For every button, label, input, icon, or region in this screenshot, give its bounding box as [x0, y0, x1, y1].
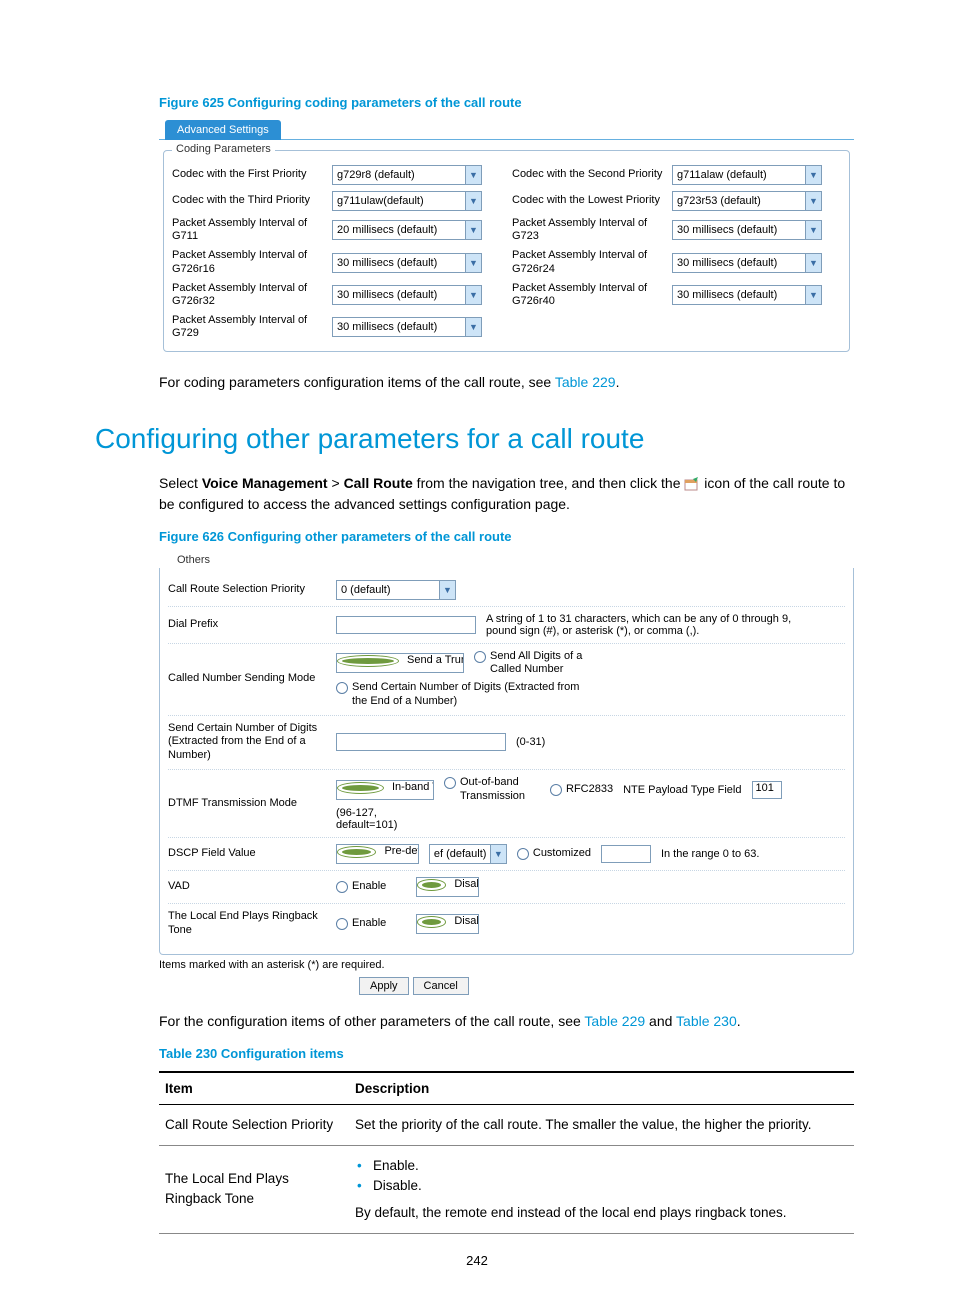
- digits-label: Send Certain Number of Digits (Extracted…: [168, 722, 336, 763]
- priority-label: Call Route Selection Priority: [168, 583, 336, 597]
- chevron-down-icon: ▼: [805, 286, 821, 304]
- body-text-1: For coding parameters configuration item…: [159, 372, 859, 393]
- coding-label: Packet Assembly Interval of G726r24: [512, 249, 672, 275]
- chevron-down-icon: ▼: [465, 192, 481, 210]
- apply-button[interactable]: Apply: [359, 977, 409, 995]
- chevron-down-icon: ▼: [805, 192, 821, 210]
- body-text-3: For the configuration items of other par…: [159, 1011, 859, 1032]
- dialprefix-input[interactable]: [336, 616, 476, 634]
- dtmf-rfc2833-radio[interactable]: RFC2833: [550, 783, 613, 797]
- others-legend: Others: [177, 554, 854, 566]
- chevron-down-icon: ▼: [490, 845, 506, 863]
- digits-hint: (0-31): [516, 736, 545, 748]
- sendmode-truncated-radio[interactable]: Send a Truncated Called Number: [336, 653, 464, 673]
- dtmf-nte-label: NTE Payload Type Field: [623, 784, 741, 796]
- table-230-r1c1: Call Route Selection Priority: [159, 1104, 349, 1145]
- dscp-label: DSCP Field Value: [168, 847, 336, 861]
- coding-select[interactable]: 30 millisecs (default)▼: [672, 285, 822, 305]
- dtmf-nte-hint: (96-127, default=101): [336, 807, 406, 831]
- dtmf-inband-radio[interactable]: In-band Transmission: [336, 780, 434, 800]
- table-230-h1: Item: [159, 1072, 349, 1105]
- chevron-down-icon: ▼: [805, 221, 821, 239]
- digits-input[interactable]: [336, 733, 506, 751]
- coding-select[interactable]: 30 millisecs (default)▼: [672, 253, 822, 273]
- sendmode-certain-radio[interactable]: Send Certain Number of Digits (Extracted…: [336, 681, 582, 709]
- vad-label: VAD: [168, 880, 336, 894]
- sendmode-all-radio[interactable]: Send All Digits of a Called Number: [474, 650, 600, 678]
- coding-parameters-fieldset: Coding Parameters Codec with the First P…: [163, 150, 850, 352]
- table-230-h2: Description: [349, 1072, 854, 1105]
- coding-select[interactable]: g723r53 (default)▼: [672, 191, 822, 211]
- sendmode-label: Called Number Sending Mode: [168, 672, 336, 686]
- advanced-settings-tab[interactable]: Advanced Settings: [165, 120, 281, 140]
- priority-select[interactable]: 0 (default)▼: [336, 580, 456, 600]
- coding-label: Packet Assembly Interval of G711: [172, 217, 332, 243]
- table-229-link-1[interactable]: Table 229: [555, 374, 616, 390]
- page-number: 242: [0, 1253, 954, 1268]
- edit-icon: [684, 477, 700, 491]
- table-230-r2c1: The Local End Plays Ringback Tone: [159, 1146, 349, 1234]
- ringback-disable-radio[interactable]: Disable: [416, 914, 479, 934]
- dscp-select[interactable]: ef (default)▼: [429, 844, 507, 864]
- coding-select[interactable]: g711ulaw(default)▼: [332, 191, 482, 211]
- table-230-r2c2: Enable. Disable. By default, the remote …: [349, 1146, 854, 1234]
- coding-label: Packet Assembly Interval of G729: [172, 314, 332, 340]
- chevron-down-icon: ▼: [805, 166, 821, 184]
- coding-select[interactable]: g729r8 (default)▼: [332, 165, 482, 185]
- coding-parameters-legend: Coding Parameters: [172, 143, 275, 155]
- coding-label: Codec with the Third Priority: [172, 194, 332, 207]
- cancel-button[interactable]: Cancel: [413, 977, 469, 995]
- table-230: Item Description Call Route Selection Pr…: [159, 1071, 854, 1234]
- dscp-hint: In the range 0 to 63.: [661, 848, 759, 860]
- coding-label: Codec with the First Priority: [172, 168, 332, 181]
- coding-select[interactable]: g711alaw (default)▼: [672, 165, 822, 185]
- dtmf-outofband-radio[interactable]: Out-of-band Transmission: [444, 776, 540, 804]
- dscp-custom-input[interactable]: [601, 845, 651, 863]
- coding-label: Codec with the Lowest Priority: [512, 194, 672, 207]
- table-229-link-2[interactable]: Table 229: [584, 1013, 645, 1029]
- table-230-title: Table 230 Configuration items: [159, 1046, 859, 1061]
- chevron-down-icon: ▼: [465, 254, 481, 272]
- table-230-r1c2: Set the priority of the call route. The …: [349, 1104, 854, 1145]
- coding-select[interactable]: 30 millisecs (default)▼: [672, 220, 822, 240]
- ringback-enable-radio[interactable]: Enable: [336, 917, 406, 931]
- coding-label: Packet Assembly Interval of G726r32: [172, 282, 332, 308]
- chevron-down-icon: ▼: [439, 581, 455, 599]
- dscp-predefined-radio[interactable]: Pre-defined: [336, 844, 419, 864]
- dialprefix-hint: A string of 1 to 31 characters, which ca…: [486, 613, 816, 637]
- dtmf-nte-input[interactable]: 101: [752, 781, 782, 799]
- coding-label: Codec with the Second Priority: [512, 168, 672, 181]
- coding-label: Packet Assembly Interval of G723: [512, 217, 672, 243]
- chevron-down-icon: ▼: [465, 286, 481, 304]
- figure-625-title: Figure 625 Configuring coding parameters…: [159, 95, 859, 110]
- figure-626-panel: Others Call Route Selection Priority 0 (…: [159, 554, 854, 995]
- chevron-down-icon: ▼: [465, 221, 481, 239]
- figure-625-panel: Advanced Settings Coding Parameters Code…: [159, 120, 854, 352]
- coding-select[interactable]: 30 millisecs (default)▼: [332, 285, 482, 305]
- dscp-customized-radio[interactable]: Customized: [517, 847, 591, 861]
- coding-select[interactable]: 30 millisecs (default)▼: [332, 253, 482, 273]
- coding-select[interactable]: 20 millisecs (default)▼: [332, 220, 482, 240]
- chevron-down-icon: ▼: [465, 166, 481, 184]
- dtmf-label: DTMF Transmission Mode: [168, 797, 336, 811]
- figure-626-title: Figure 626 Configuring other parameters …: [159, 529, 859, 544]
- chevron-down-icon: ▼: [805, 254, 821, 272]
- ringback-label: The Local End Plays Ringback Tone: [168, 910, 336, 938]
- section-heading: Configuring other parameters for a call …: [95, 423, 859, 455]
- required-footnote: Items marked with an asterisk (*) are re…: [159, 959, 854, 971]
- chevron-down-icon: ▼: [465, 318, 481, 336]
- vad-enable-radio[interactable]: Enable: [336, 880, 406, 894]
- coding-label: Packet Assembly Interval of G726r16: [172, 249, 332, 275]
- dialprefix-label: Dial Prefix: [168, 618, 336, 632]
- coding-label: Packet Assembly Interval of G726r40: [512, 282, 672, 308]
- vad-disable-radio[interactable]: Disable: [416, 877, 479, 897]
- body-text-2: Select Voice Management > Call Route fro…: [159, 473, 859, 515]
- coding-select[interactable]: 30 millisecs (default)▼: [332, 317, 482, 337]
- table-230-link[interactable]: Table 230: [676, 1013, 737, 1029]
